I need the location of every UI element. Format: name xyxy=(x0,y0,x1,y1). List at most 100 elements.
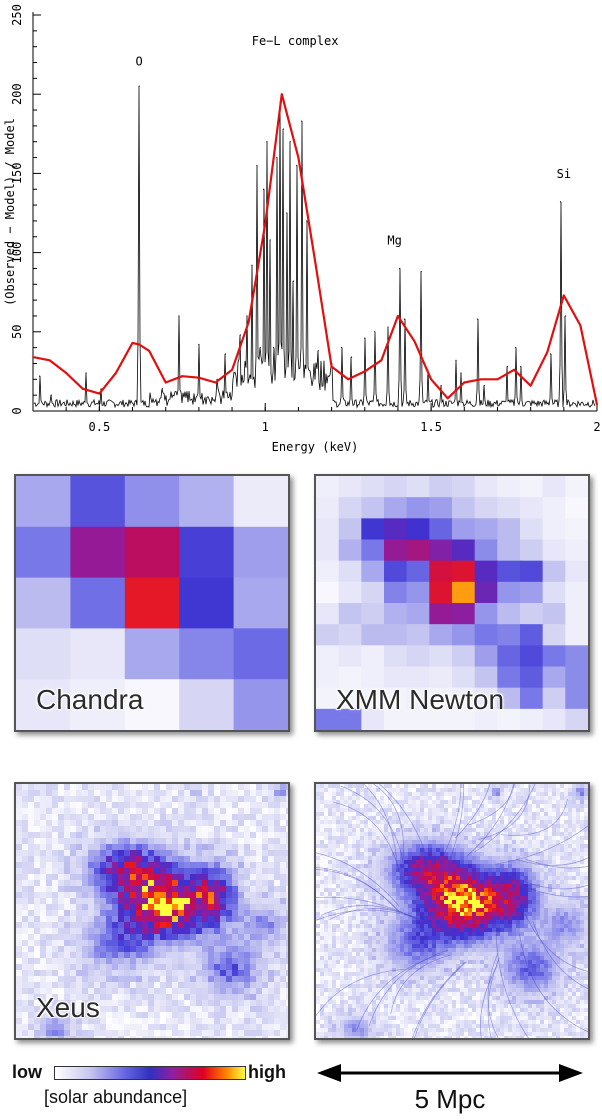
abundance-pixel xyxy=(52,910,59,917)
abundance-pixel xyxy=(226,790,233,797)
abundance-pixel xyxy=(154,814,161,821)
abundance-pixel xyxy=(476,904,481,909)
abundance-pixel xyxy=(190,844,197,851)
abundance-pixel xyxy=(416,836,421,841)
abundance-pixel xyxy=(356,940,361,945)
abundance-pixel xyxy=(262,910,269,917)
abundance-pixel xyxy=(516,824,521,829)
abundance-pixel xyxy=(392,800,397,805)
abundance-pixel xyxy=(452,852,457,857)
abundance-pixel xyxy=(424,912,429,917)
abundance-pixel xyxy=(384,792,389,797)
abundance-pixel xyxy=(392,828,397,833)
abundance-pixel xyxy=(40,934,47,941)
abundance-pixel xyxy=(348,908,353,913)
abundance-pixel xyxy=(360,896,365,901)
abundance-pixel xyxy=(368,936,373,941)
abundance-pixel xyxy=(376,800,381,805)
abundance-pixel xyxy=(324,804,329,809)
abundance-pixel xyxy=(340,860,345,865)
abundance-pixel xyxy=(564,788,569,793)
abundance-pixel xyxy=(428,796,433,801)
abundance-pixel xyxy=(190,946,197,953)
abundance-pixel xyxy=(226,814,233,821)
abundance-pixel xyxy=(320,876,325,881)
abundance-pixel xyxy=(504,920,509,925)
abundance-pixel xyxy=(516,820,521,825)
abundance-pixel xyxy=(384,904,389,909)
abundance-pixel xyxy=(520,840,525,845)
abundance-pixel xyxy=(356,848,361,853)
abundance-pixel xyxy=(556,784,561,789)
abundance-pixel xyxy=(408,812,413,817)
abundance-pixel xyxy=(64,844,71,851)
abundance-pixel xyxy=(316,892,321,897)
abundance-pixel xyxy=(512,800,517,805)
abundance-pixel xyxy=(46,934,53,941)
abundance-pixel xyxy=(416,784,421,789)
abundance-pixel xyxy=(262,892,269,899)
abundance-pixel xyxy=(136,922,143,929)
abundance-pixel xyxy=(456,908,461,913)
abundance-pixel xyxy=(368,856,373,861)
abundance-pixel xyxy=(372,928,377,933)
abundance-pixel xyxy=(432,852,437,857)
abundance-pixel xyxy=(404,868,409,873)
abundance-pixel xyxy=(244,844,251,851)
abundance-pixel xyxy=(76,1024,83,1031)
abundance-pixel xyxy=(268,802,275,809)
abundance-pixel xyxy=(100,964,107,971)
abundance-pixel xyxy=(404,852,409,857)
abundance-pixel xyxy=(244,952,251,959)
abundance-pixel xyxy=(328,844,333,849)
abundance-pixel xyxy=(124,826,131,833)
abundance-pixel xyxy=(532,904,537,909)
abundance-pixel xyxy=(404,920,409,925)
abundance-pixel xyxy=(250,832,257,839)
abundance-pixel xyxy=(364,916,369,921)
abundance-pixel xyxy=(70,784,77,791)
abundance-pixel xyxy=(214,922,221,929)
abundance-pixel xyxy=(94,874,101,881)
abundance-pixel xyxy=(336,860,341,865)
abundance-pixel xyxy=(444,824,449,829)
abundance-pixel xyxy=(472,824,477,829)
abundance-pixel xyxy=(232,928,239,935)
abundance-pixel xyxy=(316,840,321,845)
abundance-pixel xyxy=(584,812,588,817)
abundance-pixel xyxy=(472,812,477,817)
abundance-pixel xyxy=(388,832,393,837)
abundance-pixel xyxy=(136,802,143,809)
abundance-pixel xyxy=(504,852,509,857)
abundance-pixel xyxy=(572,836,577,841)
abundance-pixel xyxy=(532,788,537,793)
abundance-pixel xyxy=(220,952,227,959)
abundance-pixel xyxy=(368,848,373,853)
abundance-pixel xyxy=(416,892,421,897)
abundance-pixel xyxy=(70,832,77,839)
abundance-pixel xyxy=(274,952,281,959)
abundance-pixel xyxy=(112,826,119,833)
abundance-cell xyxy=(384,581,408,604)
abundance-pixel xyxy=(166,808,173,815)
abundance-pixel xyxy=(540,844,545,849)
abundance-pixel xyxy=(524,800,529,805)
abundance-pixel xyxy=(572,812,577,817)
abundance-pixel xyxy=(148,946,155,953)
abundance-pixel xyxy=(408,916,413,921)
abundance-pixel xyxy=(580,908,585,913)
abundance-pixel xyxy=(208,898,215,905)
abundance-pixel xyxy=(190,982,197,989)
abundance-pixel xyxy=(166,964,173,971)
spectrum-peak xyxy=(266,141,268,143)
abundance-pixel xyxy=(368,812,373,817)
abundance-pixel xyxy=(504,892,509,897)
abundance-pixel xyxy=(352,904,357,909)
abundance-pixel xyxy=(88,904,95,911)
abundance-pixel xyxy=(214,928,221,935)
abundance-pixel xyxy=(520,808,525,813)
spectrum-peak xyxy=(251,264,253,266)
abundance-pixel xyxy=(160,934,167,941)
spectrum-peak xyxy=(564,315,567,317)
abundance-pixel xyxy=(100,808,107,815)
